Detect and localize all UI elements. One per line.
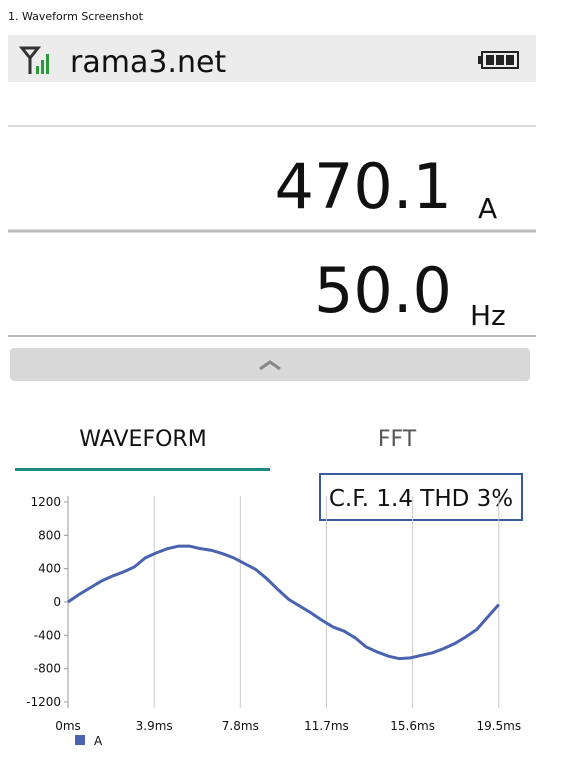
y-tick-label: 400: [38, 562, 61, 576]
y-tick-label: 800: [38, 528, 61, 542]
reading-value: 470.1: [275, 150, 453, 223]
chevron-icon: [259, 360, 281, 371]
x-tick-label: 11.7ms: [304, 719, 349, 733]
y-tick-label: -800: [34, 662, 61, 676]
x-tick-label: 3.9ms: [136, 719, 173, 733]
x-tick-label: 0ms: [55, 719, 81, 733]
tab[interactable]: FFT: [378, 427, 417, 452]
reading-unit: A: [478, 192, 497, 225]
tab[interactable]: WAVEFORM: [79, 427, 206, 452]
header-title: rama3.net: [70, 45, 226, 80]
y-tick-label: -400: [34, 628, 61, 642]
annotation-box: [319, 473, 523, 521]
battery-icon: [478, 51, 519, 69]
x-tick-label: 15.6ms: [390, 719, 435, 733]
legend-label: A: [94, 734, 103, 748]
reading-value: 50.0: [314, 254, 452, 327]
tab-indicator: [15, 468, 270, 471]
reading-unit: Hz: [470, 299, 506, 332]
expand-button[interactable]: [10, 348, 530, 381]
line: [67, 544, 500, 661]
x-tick-label: 19.5ms: [476, 719, 521, 733]
legend-swatch: [75, 735, 85, 745]
caption: 1. Waveform Screenshot: [8, 10, 144, 23]
y-tick-label: 1200: [30, 495, 61, 509]
y-tick-label: 0: [53, 595, 61, 609]
x-tick-label: 7.8ms: [222, 719, 259, 733]
annotation: C.F. 1.4 THD 3%: [329, 486, 513, 512]
signal-icon: [18, 46, 49, 74]
y-tick-label: -1200: [26, 695, 61, 709]
header-bar: [8, 35, 536, 82]
